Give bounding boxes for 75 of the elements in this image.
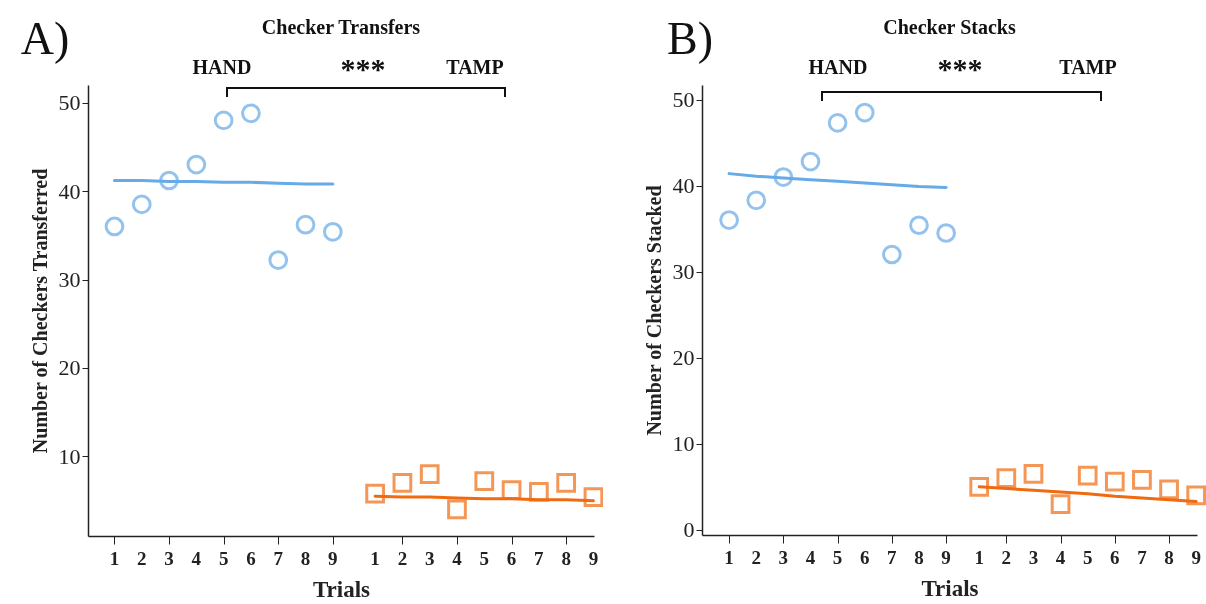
x-tick-label: 6 bbox=[1110, 547, 1120, 568]
y-tick-label: 30 bbox=[672, 259, 695, 285]
x-tick-label: 2 bbox=[751, 547, 761, 568]
x-axis-title: Trials bbox=[312, 577, 371, 602]
y-tick-label: 40 bbox=[672, 173, 695, 199]
point bbox=[773, 167, 794, 187]
y-tick-label: 50 bbox=[58, 90, 81, 116]
y-tick-label: 50 bbox=[672, 87, 695, 113]
x-tick-label: 3 bbox=[164, 548, 174, 569]
y-tick-label: 10 bbox=[672, 431, 695, 457]
x-tick-label: 4 bbox=[452, 548, 463, 569]
y-axis-title: Number of Checkers Transferred bbox=[28, 168, 51, 454]
point bbox=[1159, 479, 1179, 500]
point bbox=[854, 102, 875, 123]
x-tick-label: 4 bbox=[191, 548, 202, 569]
text: B) bbox=[667, 13, 713, 64]
text: HAND bbox=[192, 56, 252, 78]
x-tick-label: 9 bbox=[1191, 547, 1201, 568]
y-axis-title: Number of Checkers Stacked bbox=[642, 185, 665, 436]
x-tick-label: 7 bbox=[273, 548, 284, 569]
x-tick-label: 4 bbox=[805, 547, 816, 568]
x-tick-label: 6 bbox=[506, 548, 517, 569]
point bbox=[827, 113, 848, 133]
x-tick-label: 5 bbox=[479, 548, 490, 569]
x-tick-label: 5 bbox=[218, 548, 229, 569]
x-tick-label: 4 bbox=[1055, 547, 1066, 568]
point bbox=[1050, 494, 1071, 514]
x-tick-label: 7 bbox=[534, 548, 545, 569]
text: *** bbox=[937, 52, 983, 85]
x-tick-label: 5 bbox=[832, 547, 843, 568]
x-tick-label: 2 bbox=[397, 548, 408, 569]
x-tick-label: 8 bbox=[1164, 547, 1174, 568]
x-tick-label: 8 bbox=[914, 547, 924, 568]
x-tick-label: 5 bbox=[1082, 547, 1093, 568]
point bbox=[1023, 464, 1044, 484]
text: *** bbox=[340, 52, 386, 85]
x-tick-label: 9 bbox=[941, 547, 951, 568]
y-tick-label: 0 bbox=[683, 517, 695, 543]
point bbox=[1186, 485, 1206, 506]
point bbox=[746, 190, 767, 211]
text: TAMP bbox=[1059, 56, 1117, 78]
y-tick-label: 20 bbox=[672, 345, 695, 371]
x-tick-label: 3 bbox=[1028, 547, 1039, 568]
x-tick-label: 3 bbox=[778, 547, 789, 568]
x-tick-label: 7 bbox=[887, 547, 898, 568]
x-tick-label: 8 bbox=[300, 548, 311, 569]
x-tick-label: 7 bbox=[1137, 547, 1148, 568]
chart-title: Checker Transfers bbox=[261, 16, 421, 38]
point bbox=[719, 210, 739, 230]
y-tick-label: 30 bbox=[58, 267, 81, 293]
text: HAND bbox=[808, 56, 868, 78]
y-tick-label: 20 bbox=[58, 355, 81, 381]
x-tick-label: 6 bbox=[859, 547, 870, 568]
point bbox=[1104, 471, 1125, 492]
point bbox=[882, 244, 902, 265]
text: A) bbox=[20, 13, 70, 64]
x-tick-label: 2 bbox=[137, 548, 147, 569]
x-tick-label: 1 bbox=[370, 548, 380, 569]
y-tick-label: 10 bbox=[58, 443, 81, 469]
x-tick-label: 1 bbox=[109, 548, 120, 569]
point bbox=[1077, 465, 1098, 486]
x-tick-label: 2 bbox=[1001, 547, 1012, 568]
text: TAMP bbox=[446, 56, 504, 78]
chart-title: Checker Stacks bbox=[883, 16, 1016, 38]
x-tick-label: 9 bbox=[588, 548, 599, 569]
x-tick-label: 3 bbox=[424, 548, 435, 569]
x-axis-title: Trials bbox=[921, 576, 979, 601]
point bbox=[1132, 470, 1152, 490]
x-tick-label: 8 bbox=[561, 548, 571, 569]
x-tick-label: 1 bbox=[724, 547, 734, 568]
x-tick-label: 6 bbox=[246, 548, 256, 569]
x-tick-label: 1 bbox=[974, 547, 984, 568]
y-tick-label: 40 bbox=[58, 178, 81, 204]
x-tick-label: 9 bbox=[328, 548, 338, 569]
point bbox=[800, 151, 821, 172]
